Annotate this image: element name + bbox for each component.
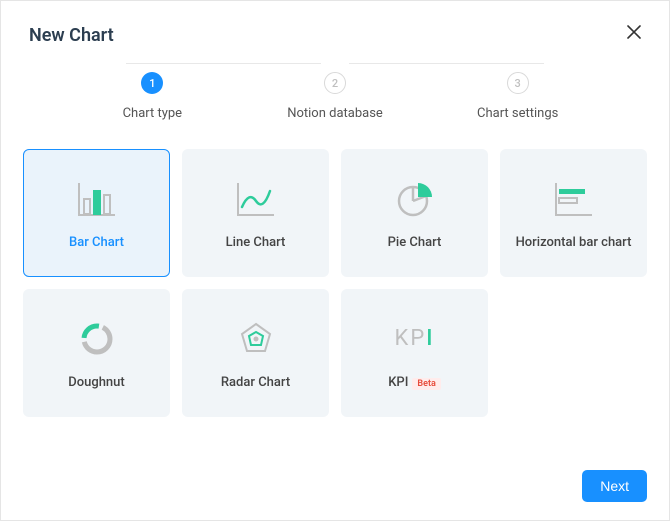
horizontal-bar-chart-icon: [554, 177, 594, 221]
bar-chart-icon: [77, 177, 117, 221]
kpi-icon: KPI: [395, 317, 435, 361]
chart-option-doughnut[interactable]: Doughnut: [23, 289, 170, 417]
step-number: 1: [141, 72, 163, 94]
chart-option-label: Radar Chart: [221, 375, 290, 390]
pie-chart-icon: [395, 177, 435, 221]
step-label: Chart settings: [477, 106, 558, 121]
step-number: 2: [324, 72, 346, 94]
chart-option-horizontal-bar[interactable]: Horizontal bar chart: [500, 149, 647, 277]
close-icon: [627, 25, 641, 39]
new-chart-modal: New Chart 1 Chart type 2 Notion database…: [0, 0, 670, 521]
chart-option-line[interactable]: Line Chart: [182, 149, 329, 277]
chart-option-label: Pie Chart: [388, 235, 442, 250]
chart-type-grid: Bar Chart Line Chart Pie Chart: [1, 141, 669, 417]
step-label: Notion database: [287, 106, 383, 121]
step-number: 3: [507, 72, 529, 94]
chart-option-bar[interactable]: Bar Chart: [23, 149, 170, 277]
step-notion-database: 2 Notion database: [244, 72, 427, 121]
chart-option-label: Horizontal bar chart: [516, 235, 632, 250]
chart-option-label: Bar Chart: [69, 235, 124, 250]
step-label: Chart type: [123, 106, 183, 121]
beta-badge: Beta: [412, 378, 440, 390]
chart-option-radar[interactable]: Radar Chart: [182, 289, 329, 417]
close-button[interactable]: [627, 25, 641, 39]
step-chart-type: 1 Chart type: [61, 72, 244, 121]
chart-option-pie[interactable]: Pie Chart: [341, 149, 488, 277]
chart-option-empty: [500, 289, 647, 417]
step-connector: [349, 63, 544, 64]
line-chart-icon: [236, 177, 276, 221]
chart-option-label: KPI Beta: [388, 375, 441, 390]
step-chart-settings: 3 Chart settings: [426, 72, 609, 121]
chart-option-kpi[interactable]: KPI KPI Beta: [341, 289, 488, 417]
step-connector: [126, 63, 321, 64]
kpi-label-text: KPI: [388, 375, 408, 390]
radar-chart-icon: [236, 317, 276, 361]
next-button[interactable]: Next: [582, 470, 647, 502]
modal-title: New Chart: [29, 25, 114, 46]
stepper: 1 Chart type 2 Notion database 3 Chart s…: [1, 52, 669, 141]
modal-footer: Next: [582, 470, 647, 502]
modal-header: New Chart: [1, 1, 669, 52]
chart-option-label: Doughnut: [68, 375, 124, 390]
doughnut-chart-icon: [77, 317, 117, 361]
chart-option-label: Line Chart: [226, 235, 286, 250]
